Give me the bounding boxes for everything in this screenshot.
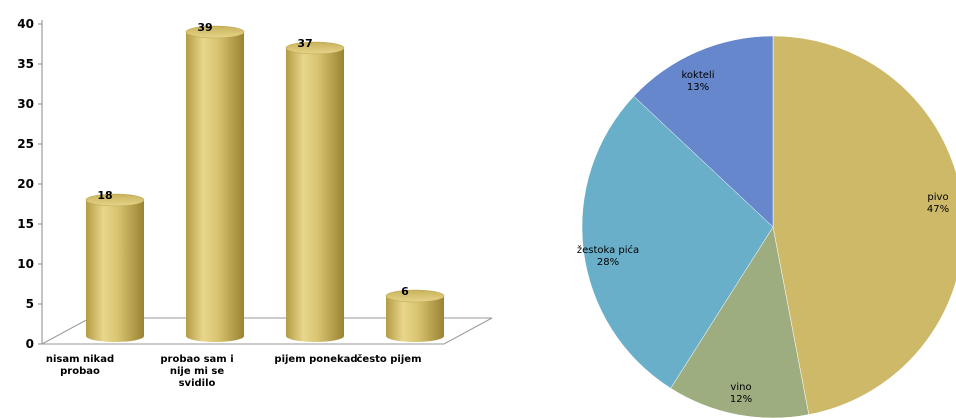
pie-slice xyxy=(670,226,810,418)
y-tick-labels: 0 5 10 15 20 25 30 35 40 xyxy=(17,17,42,351)
bar-chart: 0 5 10 15 20 25 30 35 40 18 39 37 6 nisam nikad prob… xyxy=(17,17,493,389)
pie-chart: pivo 47% vino 12% žestoka pića 28% kokteli 13% xyxy=(577,35,956,418)
bar-body xyxy=(386,296,444,342)
pie-slice-label: kokteli 13% xyxy=(682,70,715,93)
pie-labels: pivo 47% vino 12% žestoka pića 28% kokteli 13% xyxy=(577,70,949,405)
y-tick-label: 25 xyxy=(17,137,34,151)
y-tick-label: 15 xyxy=(17,217,34,231)
x-category-label: često pijem xyxy=(356,353,421,365)
bar-data-label: 18 xyxy=(97,189,112,202)
bar-axes xyxy=(41,20,493,345)
bar-data-label: 37 xyxy=(297,37,312,50)
pie-slices xyxy=(581,35,956,418)
bar-cap xyxy=(185,25,245,39)
pie-slice xyxy=(581,95,774,389)
bar xyxy=(85,193,145,342)
pie-slice-label: pivo 47% xyxy=(927,192,949,215)
x-category-label: nisam nikad probao xyxy=(46,354,114,377)
bar-marks: 18 39 37 6 xyxy=(85,21,445,342)
bar-body xyxy=(86,200,144,342)
x-category-labels: nisam nikad probao probao sam i nije mi se s… xyxy=(46,353,422,389)
y-tick-label: 30 xyxy=(17,97,34,111)
bar-data-label: 6 xyxy=(401,285,409,298)
x-category-label: pijem ponekad xyxy=(274,354,357,365)
x-category-label: probao sam i nije mi se svidilo xyxy=(160,354,233,389)
y-tick-label: 10 xyxy=(17,257,34,271)
pie-slice-label: žestoka pića 28% xyxy=(577,244,639,268)
bar xyxy=(385,289,445,342)
chart-floor xyxy=(41,317,493,345)
y-tick-label: 20 xyxy=(17,177,34,191)
y-tick-label: 40 xyxy=(17,17,34,31)
bar-cap xyxy=(285,41,345,55)
y-tick-label: 5 xyxy=(26,297,34,311)
pie-slice xyxy=(772,35,956,415)
bar-body xyxy=(186,32,244,342)
y-tick-label: 0 xyxy=(26,337,34,351)
bar xyxy=(285,41,345,342)
bar-cap xyxy=(85,193,145,207)
bar-cap xyxy=(385,289,445,303)
pie-slice xyxy=(633,35,774,228)
bar-data-label: 39 xyxy=(197,21,212,34)
pie-slice-label: vino 12% xyxy=(730,382,752,405)
y-tick-label: 35 xyxy=(17,57,34,71)
bar xyxy=(185,25,245,342)
bar-body xyxy=(286,48,344,342)
